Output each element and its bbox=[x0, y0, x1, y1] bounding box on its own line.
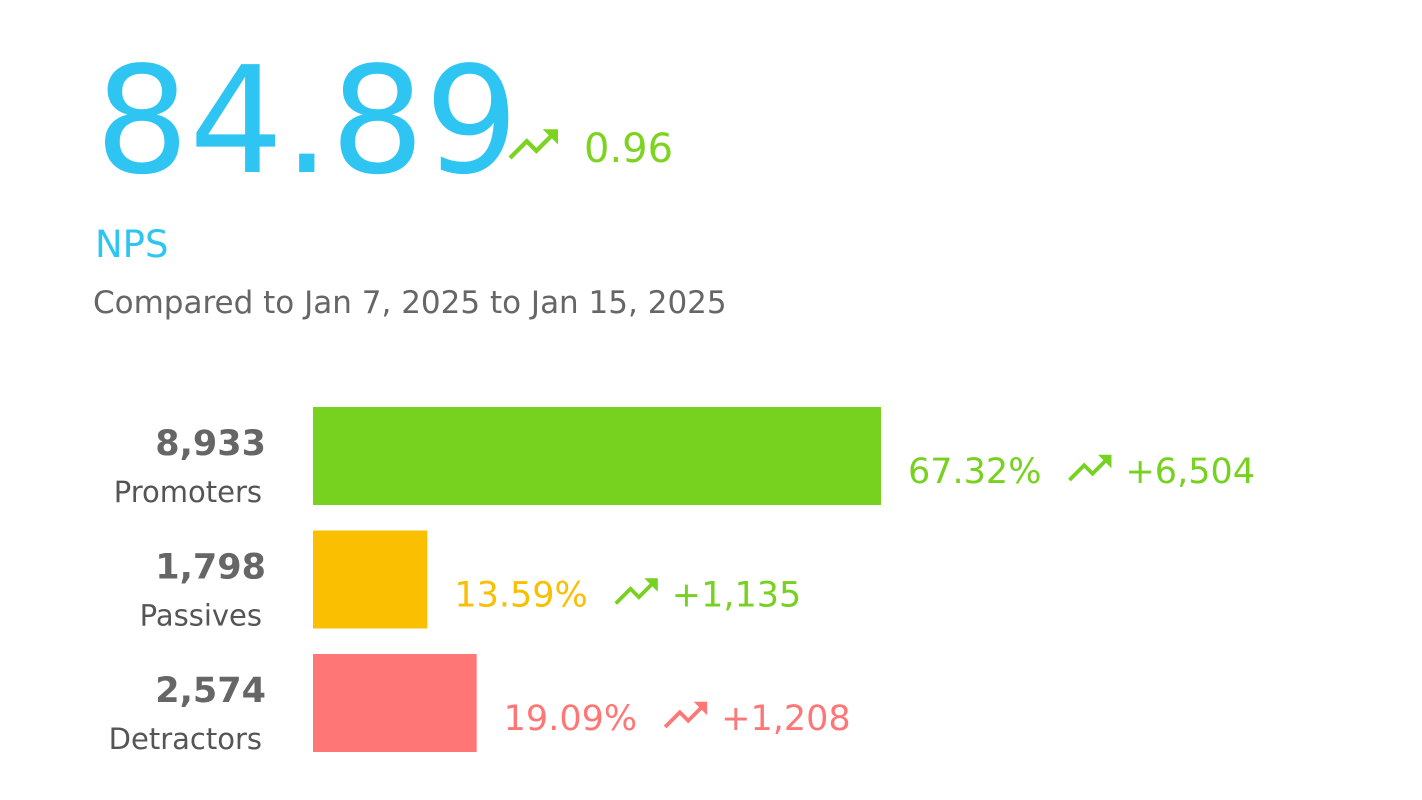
change-label: +1,135 bbox=[672, 576, 802, 616]
trend-icon bbox=[508, 129, 558, 160]
comparison-text: Compared to Jan 7, 2025 to Jan 15, 2025 bbox=[93, 285, 727, 321]
bar bbox=[313, 530, 428, 629]
nps-score: 84.89 bbox=[95, 35, 519, 207]
count-label: 1,798 bbox=[155, 548, 266, 588]
trend-line bbox=[614, 581, 655, 605]
trend-arrowhead bbox=[542, 129, 558, 145]
trend-line bbox=[508, 132, 555, 160]
trend-arrowhead bbox=[644, 578, 658, 592]
trend-icon bbox=[663, 701, 708, 729]
change-label: +1,208 bbox=[721, 699, 851, 739]
trend-arrowhead bbox=[693, 701, 708, 716]
trend-icon bbox=[614, 578, 658, 605]
bar bbox=[313, 407, 881, 505]
category-label: Detractors bbox=[109, 722, 262, 756]
percentage-label: 13.59% bbox=[454, 576, 587, 616]
trend-arrowhead bbox=[1098, 454, 1112, 469]
category-label: Promoters bbox=[114, 475, 262, 509]
nps-change: 0.96 bbox=[584, 126, 673, 172]
trend-icon bbox=[1068, 454, 1112, 482]
percentage-label: 67.32% bbox=[908, 452, 1041, 492]
change-label: +6,504 bbox=[1125, 452, 1255, 492]
percentage-label: 19.09% bbox=[504, 699, 637, 739]
count-label: 8,933 bbox=[155, 424, 266, 464]
metric-label: NPS bbox=[95, 223, 168, 266]
trend-line bbox=[1068, 457, 1109, 482]
trend-line bbox=[663, 704, 705, 729]
bar bbox=[313, 654, 477, 752]
category-label: Passives bbox=[140, 599, 262, 633]
count-label: 2,574 bbox=[155, 671, 266, 711]
